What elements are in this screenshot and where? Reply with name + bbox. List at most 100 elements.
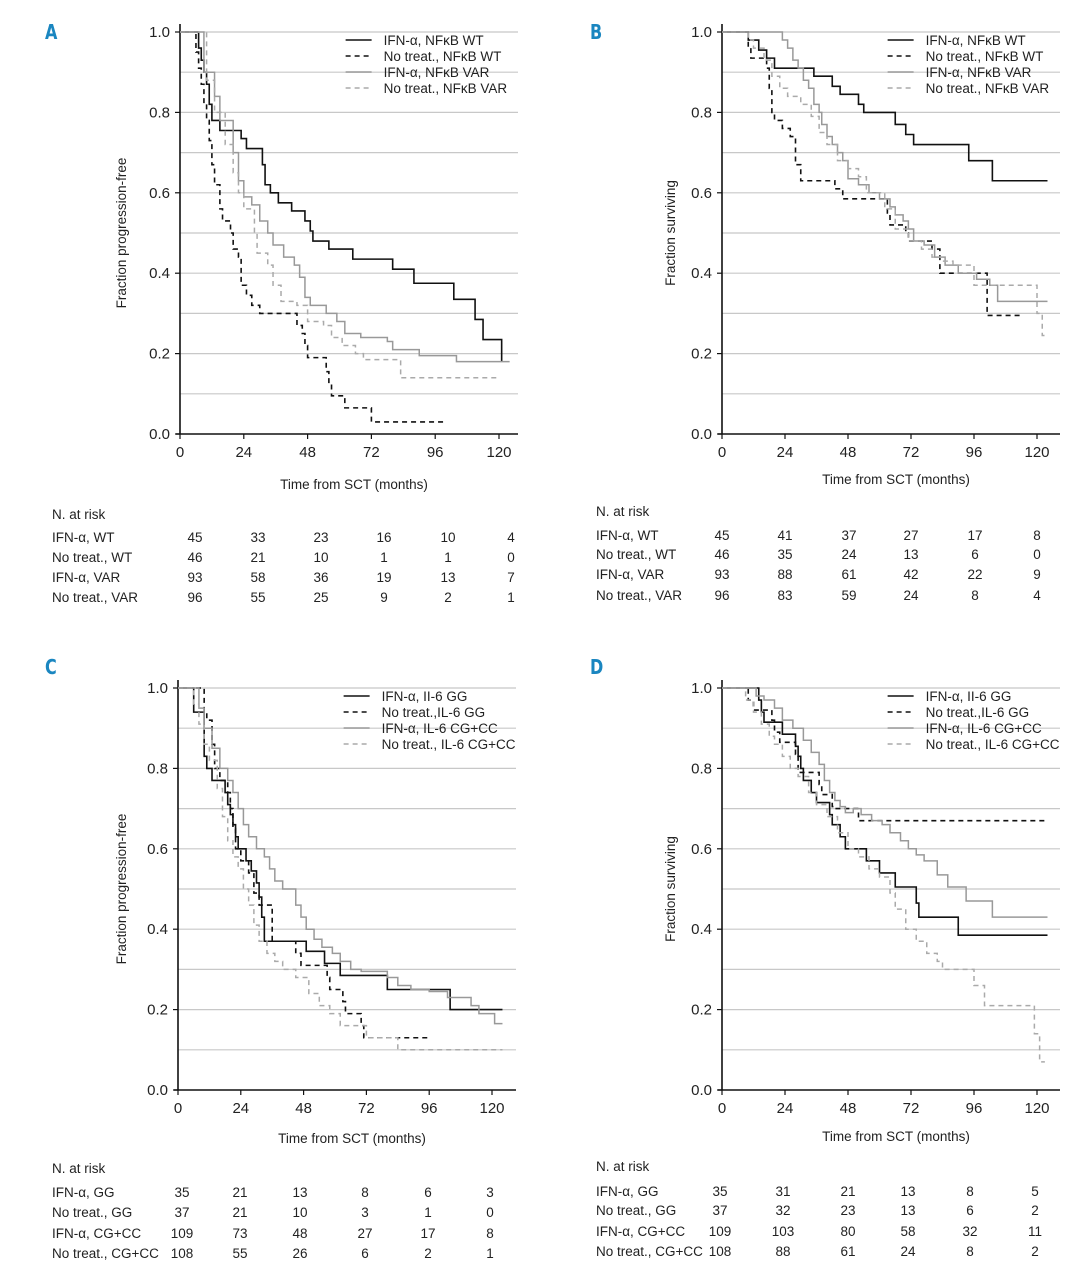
y-tick-label: 0.4	[147, 921, 168, 938]
km-curve-2	[178, 687, 430, 1039]
y-tick-label: 0.2	[691, 1002, 712, 1019]
risk-value: 0	[1033, 547, 1041, 562]
risk-value: 108	[170, 1246, 194, 1261]
risk-value: 46	[714, 547, 730, 562]
risk-value: 27	[903, 528, 919, 543]
risk-value: 80	[840, 1224, 856, 1239]
risk-value: 13	[900, 1184, 916, 1199]
y-tick-label: 1.0	[147, 680, 168, 697]
km-curve-4	[178, 687, 503, 1051]
legend-label: No treat., IL-6 CG+CC	[926, 737, 1060, 752]
y-tick-label: 0.2	[147, 1002, 168, 1019]
risk-row-label: IFN-α, WT	[596, 528, 659, 543]
km-curve-1	[722, 31, 1048, 182]
risk-value: 41	[777, 528, 793, 543]
risk-value: 13	[440, 570, 456, 585]
risk-value: 88	[777, 567, 793, 582]
panel-d: 0.0 0.2 0.4 0.6 0.8 1.0 0 24 48 72 96 120 Fraction s…	[663, 680, 1060, 1144]
panel-letter: C	[45, 655, 57, 679]
risk-value: 6	[424, 1185, 432, 1200]
risk-table-title: N. at risk	[52, 1161, 106, 1176]
y-axis-label: Fraction surviving	[663, 180, 678, 286]
risk-row-label: IFN-α, GG	[596, 1184, 659, 1199]
y-axis-label: Fraction progression-free	[114, 814, 129, 965]
risk-value: 73	[232, 1226, 248, 1241]
risk-row-label: IFN-α, GG	[52, 1185, 115, 1200]
km-curve-4	[722, 687, 1045, 1063]
risk-value: 13	[900, 1203, 916, 1218]
risk-row-label: No treat., WT	[596, 547, 677, 562]
x-tick-label: 96	[427, 444, 444, 461]
risk-value: 0	[486, 1205, 494, 1220]
x-tick-label: 120	[1024, 1100, 1049, 1117]
risk-value: 1	[444, 550, 452, 565]
x-tick-label: 72	[903, 1100, 920, 1117]
y-tick-label: 0.2	[149, 346, 170, 363]
risk-value: 26	[292, 1246, 308, 1261]
y-axis-label: Fraction surviving	[663, 836, 678, 942]
y-tick-label: 0.8	[691, 760, 712, 777]
y-tick-label: 0.0	[691, 426, 712, 443]
x-tick-label: 96	[966, 1100, 983, 1117]
risk-value: 24	[903, 588, 919, 603]
legend-label: No treat.,IL-6 GG	[382, 705, 486, 720]
risk-value: 9	[1033, 567, 1041, 582]
panel-b: 0.0 0.2 0.4 0.6 0.8 1.0 0 24 48 72 96 120 Fraction s…	[663, 24, 1060, 487]
risk-value: 10	[440, 530, 456, 545]
risk-value: 1	[424, 1205, 432, 1220]
x-tick-label: 0	[718, 1100, 726, 1117]
risk-value: 6	[361, 1246, 369, 1261]
panel-letter: D	[590, 655, 604, 679]
legend-label: IFN-α, NFκB VAR	[384, 65, 490, 80]
risk-value: 27	[357, 1226, 373, 1241]
x-tick-label: 120	[486, 444, 511, 461]
risk-value: 13	[903, 547, 919, 562]
risk-row-label: IFN-α, CG+CC	[596, 1224, 686, 1239]
risk-value: 4	[1033, 588, 1041, 603]
y-tick-label: 0.6	[147, 841, 168, 858]
risk-value: 9	[380, 590, 388, 605]
risk-value: 6	[966, 1203, 974, 1218]
risk-value: 32	[962, 1224, 978, 1239]
risk-value: 6	[971, 547, 979, 562]
y-tick-label: 1.0	[149, 24, 170, 41]
risk-value: 61	[841, 567, 857, 582]
risk-table-title: N. at risk	[52, 507, 106, 522]
legend-label: IFN-α, II-6 GG	[382, 689, 468, 704]
risk-value: 24	[841, 547, 857, 562]
risk-value: 37	[174, 1205, 190, 1220]
risk-value: 2	[1031, 1244, 1039, 1259]
risk-row-label: No treat., CG+CC	[52, 1246, 159, 1261]
risk-value: 25	[313, 590, 329, 605]
risk-value: 1	[486, 1246, 494, 1261]
y-tick-label: 0.4	[149, 265, 170, 282]
risk-value: 33	[250, 530, 266, 545]
risk-value: 8	[966, 1244, 974, 1259]
x-tick-label: 24	[777, 444, 794, 461]
risk-value: 45	[187, 530, 203, 545]
risk-value: 5	[1031, 1184, 1039, 1199]
risk-row-label: No treat., CG+CC	[596, 1244, 703, 1259]
risk-row-label: No treat., GG	[52, 1205, 133, 1220]
risk-value: 35	[174, 1185, 190, 1200]
risk-value: 24	[900, 1244, 916, 1259]
x-tick-label: 120	[479, 1100, 504, 1117]
risk-value: 83	[777, 588, 793, 603]
risk-row-label: No treat., VAR	[596, 588, 683, 603]
risk-row-label: No treat., GG	[596, 1203, 677, 1218]
legend-label: No treat., NFκB WT	[384, 49, 502, 64]
legend-label: IFN-α, II-6 GG	[926, 689, 1012, 704]
risk-value: 48	[292, 1226, 308, 1241]
risk-value: 2	[424, 1246, 432, 1261]
risk-value: 55	[250, 590, 266, 605]
legend-label: No treat., NFκB VAR	[384, 81, 508, 96]
y-tick-label: 1.0	[691, 24, 712, 41]
risk-value: 88	[775, 1244, 791, 1259]
legend-label: No treat.,IL-6 GG	[926, 705, 1030, 720]
risk-row-label: No treat., VAR	[52, 590, 139, 605]
risk-row-label: IFN-α, CG+CC	[52, 1226, 142, 1241]
risk-value: 31	[775, 1184, 791, 1199]
